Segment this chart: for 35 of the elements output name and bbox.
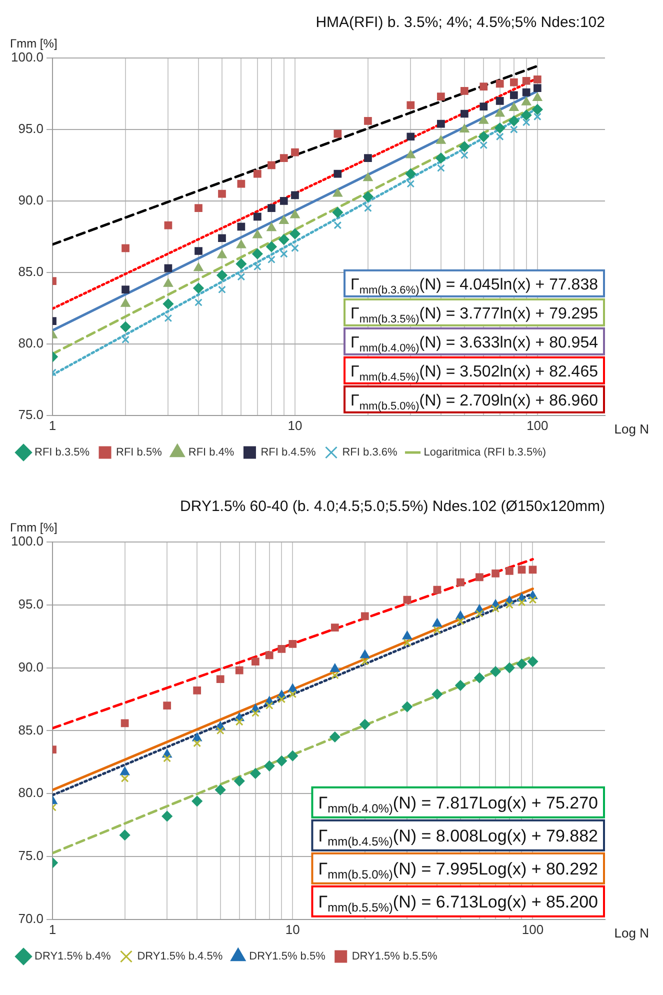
x-tick-label: 100	[526, 418, 548, 433]
legend-label: DRY1.5% b.4.5%	[137, 950, 223, 963]
legend-label: DRY1.5% b.4%	[34, 950, 111, 963]
x-tick-label: 1	[48, 922, 56, 937]
y-tick-label: 85.0	[18, 264, 44, 280]
chart-title: HMA(RFI) b. 3.5%; 4%; 4.5%;5% Ndes:102	[316, 14, 605, 32]
y-tick-label: 95.0	[18, 596, 44, 612]
chart-title: DRY1.5% 60-40 (b. 4.0;4.5;5.0;5.5%) Ndes.102 (Ø150x120mm)	[180, 498, 606, 516]
y-tick-label: 90.0	[18, 659, 44, 674]
legend-label: DRY1.5% b.5%	[249, 950, 326, 963]
legend-label: RFI b.3.6%	[342, 446, 398, 459]
y-axis-title: Γmm [%]	[10, 36, 58, 50]
x-axis-title: Log N	[614, 421, 649, 436]
legend-label: RFI b.3.5%	[34, 446, 90, 459]
x-tick-label: 10	[288, 418, 302, 433]
legend-label: RFI b.4.5%	[260, 446, 316, 459]
x-axis-title: Log N	[614, 925, 649, 940]
y-tick-label: 100.0	[10, 534, 44, 549]
legend-label: DRY1.5% b.5.5%	[352, 950, 438, 963]
x-tick-label: 100	[522, 922, 544, 937]
y-tick-label: 75.0	[18, 848, 44, 864]
y-tick-label: 85.0	[18, 722, 44, 738]
y-tick-label: 70.0	[18, 910, 44, 926]
y-tick-label: 75.0	[18, 406, 44, 422]
legend-label: RFI b.4%	[188, 446, 234, 459]
x-tick-label: 1	[48, 418, 56, 433]
y-tick-label: 80.0	[18, 336, 44, 350]
y-axis-title: Γmm [%]	[10, 520, 58, 534]
y-tick-label: 100.0	[10, 50, 44, 65]
legend-label: RFI b.5%	[116, 446, 162, 459]
legend-label: Logaritmica (RFI b.3.5%)	[424, 446, 546, 459]
y-tick-label: 95.0	[18, 121, 44, 136]
y-tick-label: 90.0	[18, 192, 44, 208]
x-tick-label: 10	[285, 922, 300, 937]
y-tick-label: 80.0	[18, 785, 44, 800]
